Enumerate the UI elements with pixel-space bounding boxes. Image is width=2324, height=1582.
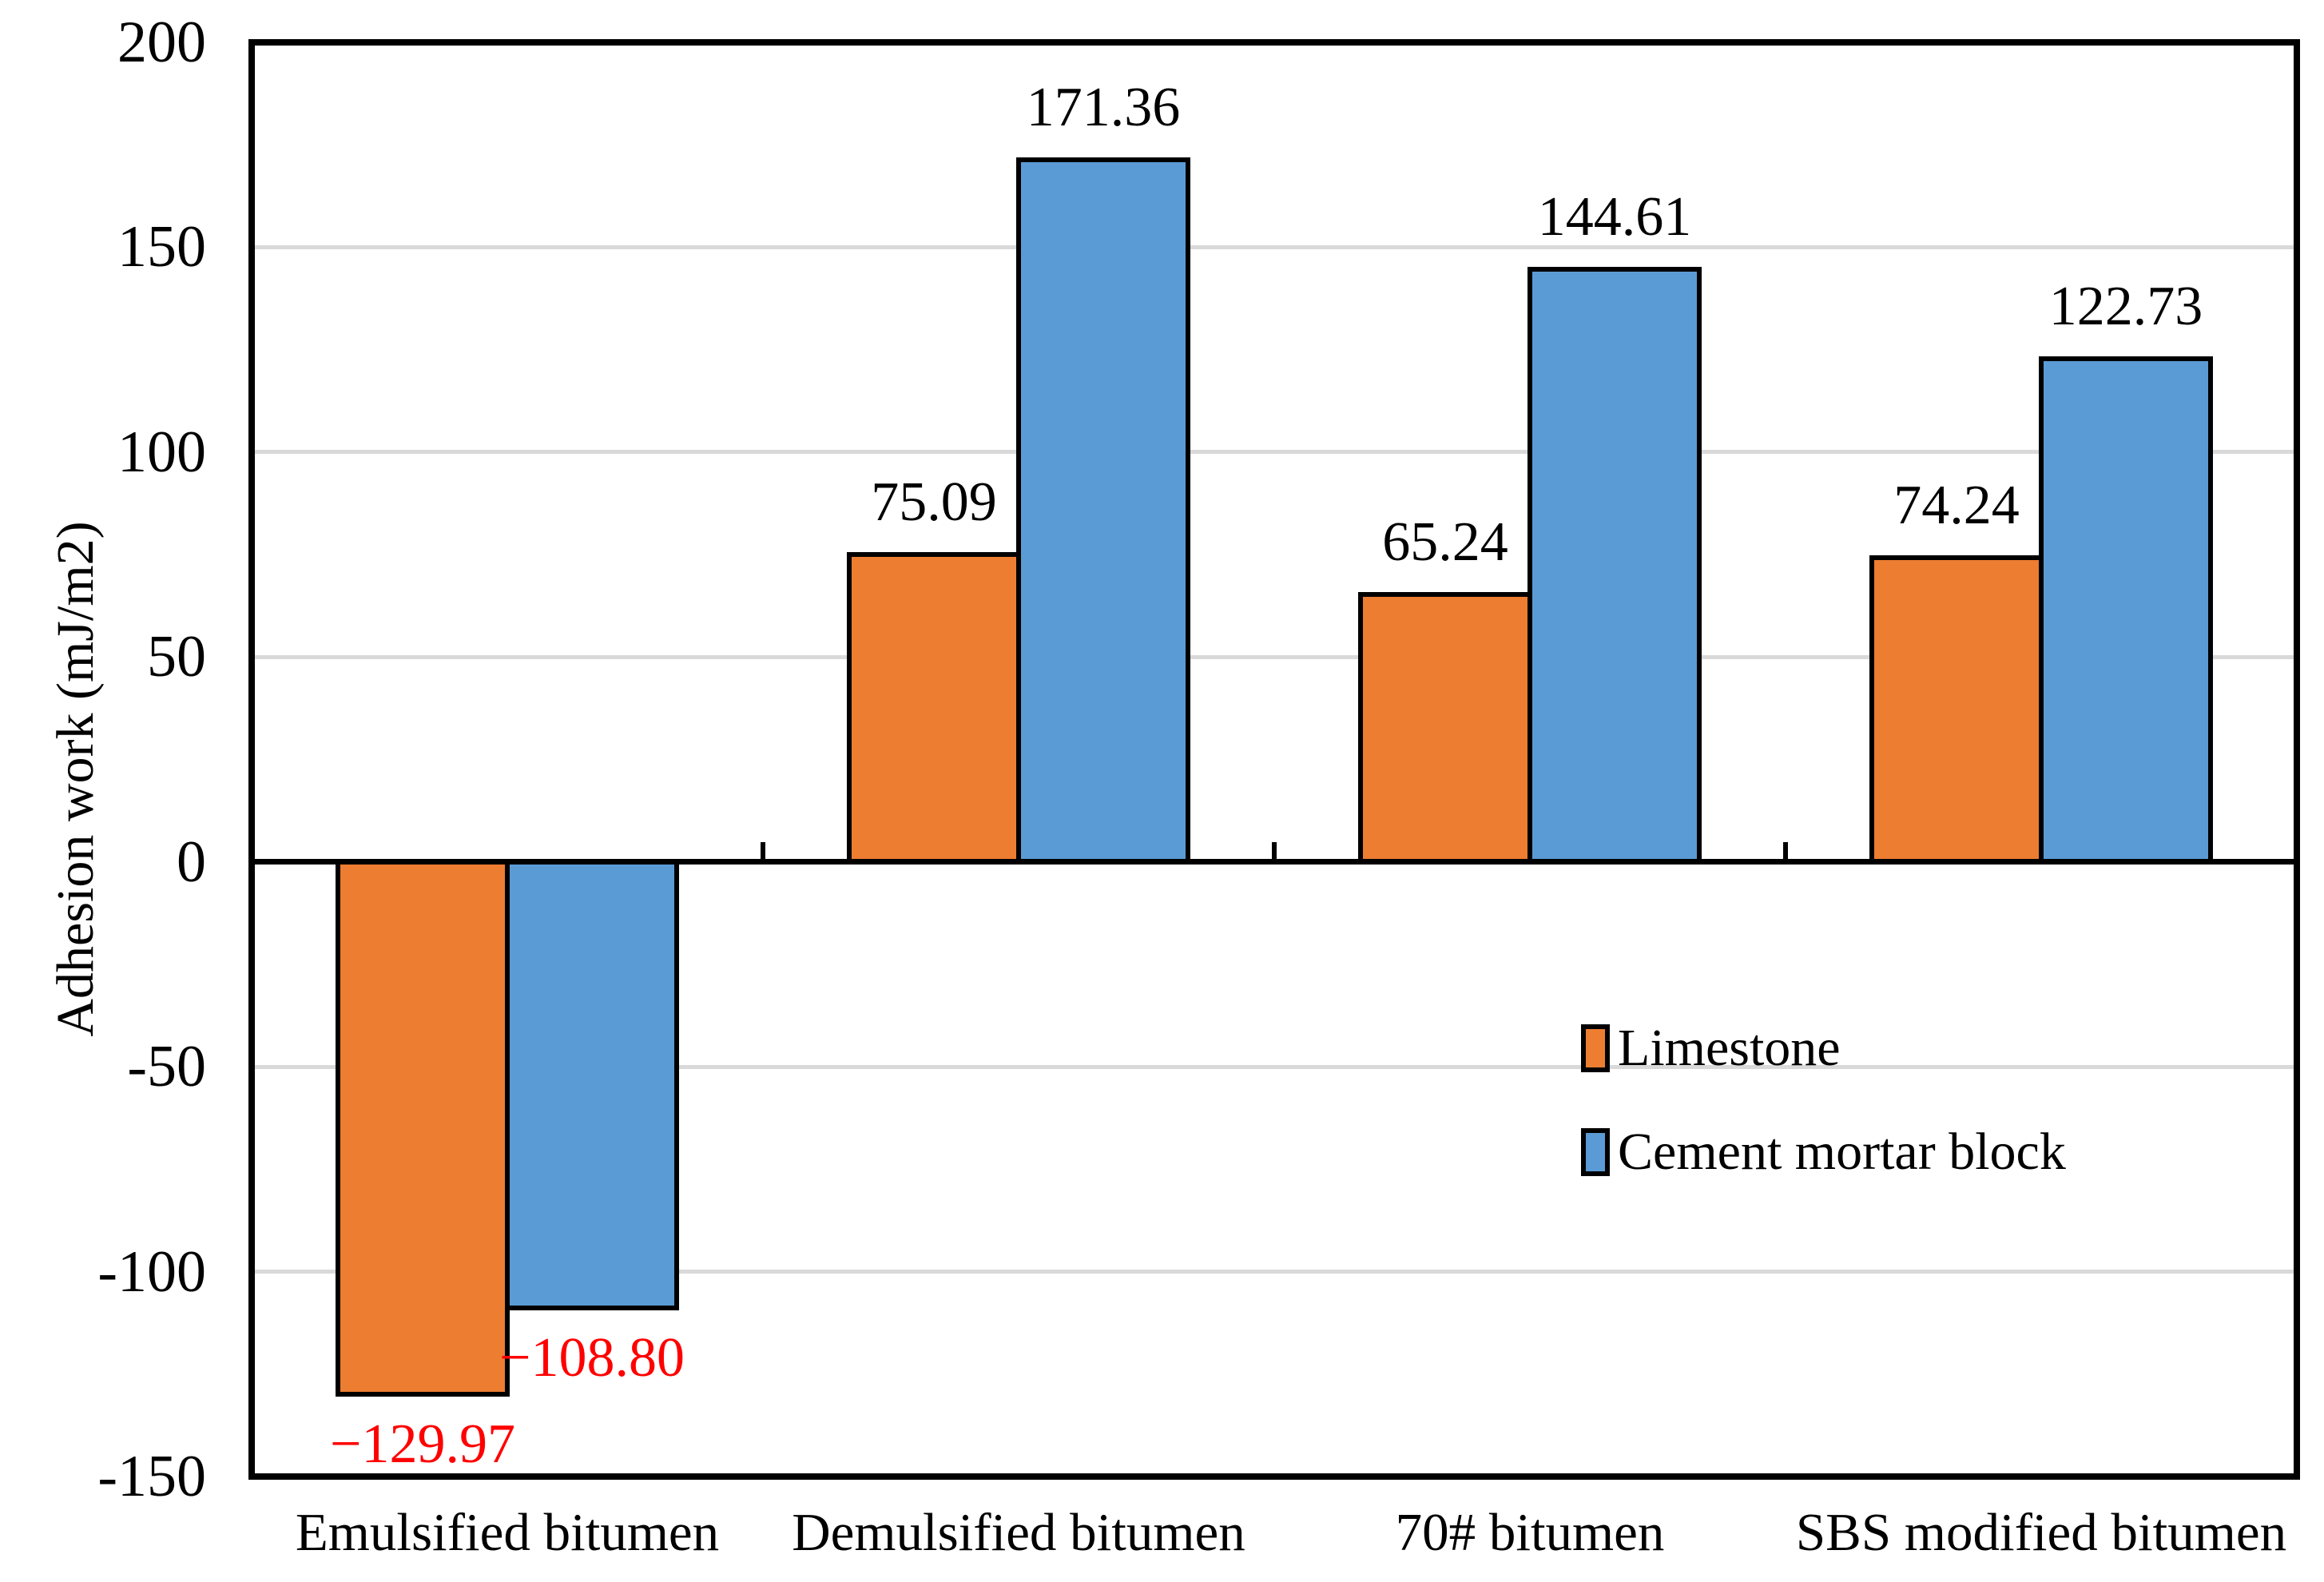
gridline [252,244,2297,249]
value-label: 74.24 [1893,474,2020,536]
cement-mortar-block-swatch-icon [1581,1128,1610,1176]
bar-limestone [1869,554,2044,865]
y-tick-label: 100 [117,419,206,485]
legend: Limestone Cement mortar block [1581,1019,2066,1181]
y-tick-label: -100 [97,1238,206,1305]
y-tick-label: 150 [117,214,206,280]
y-tick-label: -150 [97,1444,206,1509]
x-axis-line [252,859,2297,865]
category-label: 70# bitumen [1395,1503,1665,1562]
category-label: Demulsified bitumen [792,1503,1245,1562]
value-label: 144.61 [1537,186,1692,248]
x-axis-tick [1272,841,1277,865]
value-label: 65.24 [1382,511,1508,574]
y-tick-label: -50 [127,1034,206,1100]
x-axis-tick [761,841,765,865]
y-tick-label: 0 [177,829,206,895]
value-label: 122.73 [2048,276,2203,338]
y-tick-label: 200 [117,10,206,75]
bar-cement-mortar-block [505,859,679,1310]
plot-border [248,39,2300,1480]
bar-cement-mortar-block [1016,157,1190,865]
gridline [252,654,2297,659]
legend-item-cement-mortar-block: Cement mortar block [1581,1123,2066,1181]
category-label: Emulsified bitumen [295,1503,720,1562]
gridline [252,450,2297,455]
legend-item-limestone: Limestone [1581,1019,2066,1077]
category-label: SBS modified bitumen [1795,1503,2287,1562]
bar-limestone [1358,592,1532,865]
x-axis-tick [1783,841,1788,865]
limestone-swatch-icon [1581,1024,1610,1072]
value-label: −108.80 [499,1326,685,1389]
y-tick-label: 50 [147,624,206,690]
value-label: −129.97 [330,1413,515,1476]
legend-label-limestone: Limestone [1618,1019,1841,1077]
gridline [252,1270,2297,1274]
legend-label-cement-mortar-block: Cement mortar block [1618,1123,2066,1181]
gridline [252,1064,2297,1069]
value-label: 171.36 [1026,76,1181,138]
value-label: 75.09 [871,471,997,533]
bar-cement-mortar-block [2039,356,2213,865]
